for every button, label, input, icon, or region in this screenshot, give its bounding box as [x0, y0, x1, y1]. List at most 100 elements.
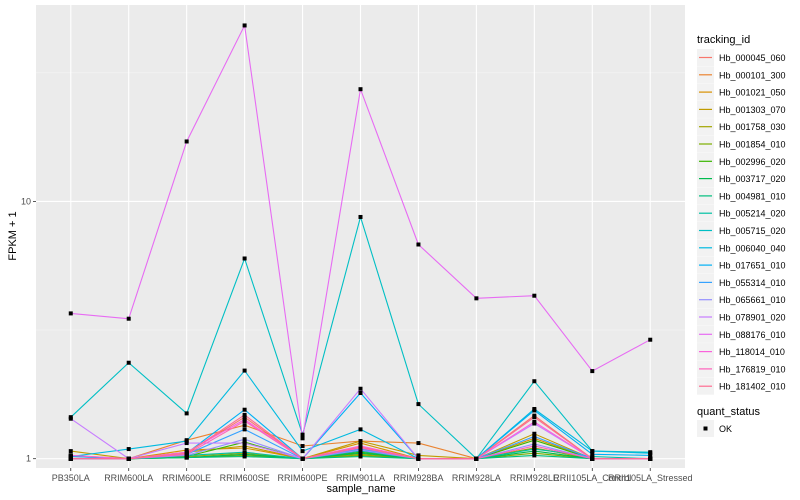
x-tick-label: PB350LA — [52, 473, 90, 483]
x-tick-label: RRIM600SE — [220, 473, 270, 483]
data-point-Hb_004981_010 — [184, 455, 189, 460]
legend-shape-item: OK — [697, 420, 732, 437]
data-point-Hb_088176_010 — [358, 87, 363, 92]
square-point-icon — [703, 426, 708, 431]
data-point-Hb_181402_010 — [300, 456, 305, 461]
legend-item: Hb_003717_020 — [697, 170, 786, 188]
legend-item: Hb_001758_030 — [697, 118, 786, 136]
data-point-Hb_078901_020 — [242, 441, 247, 446]
legend-label: Hb_065661_010 — [719, 295, 786, 305]
data-point-Hb_000101_300 — [242, 423, 247, 428]
legend-label: Hb_000045_060 — [719, 53, 786, 63]
x-axis: PB350LA RRIM600LA RRIM600LE RRIM600SE RRIM60… — [52, 468, 693, 483]
data-point-Hb_181402_010 — [590, 456, 595, 461]
data-point-Hb_001021_050 — [184, 448, 189, 453]
legend-label: Hb_017651_010 — [719, 261, 786, 271]
data-point-Hb_006040_040 — [358, 427, 363, 432]
legend-label: OK — [719, 424, 732, 434]
data-point-Hb_004981_010 — [532, 453, 537, 458]
legend-item: Hb_118014_010 — [697, 343, 785, 361]
legend-item: Hb_088176_010 — [697, 325, 786, 343]
x-tick-label: RRIM600LE — [162, 473, 211, 483]
data-point-Hb_004981_010 — [242, 454, 247, 459]
data-point-Hb_005214_020 — [590, 454, 595, 459]
legend-item: Hb_001854_010 — [697, 135, 786, 153]
legend-label: Hb_176819_010 — [719, 364, 786, 374]
data-point-Hb_003717_020 — [532, 449, 537, 454]
data-point-Hb_055314_010 — [242, 427, 247, 432]
data-point-Hb_005214_020 — [532, 447, 537, 452]
data-point-Hb_001854_010 — [532, 451, 537, 456]
legend-item: Hb_001021_050 — [697, 83, 786, 101]
legend-label: Hb_118014_010 — [719, 347, 785, 357]
legend-label: Hb_005214_020 — [719, 209, 786, 219]
legend-item: Hb_005214_020 — [697, 204, 786, 222]
data-point-Hb_078901_020 — [184, 441, 189, 446]
data-point-Hb_004981_010 — [358, 454, 363, 459]
legend-item: Hb_006040_040 — [697, 239, 786, 257]
legend-item: Hb_001303_070 — [697, 100, 786, 118]
x-tick-label: RRIM928BA — [393, 473, 443, 483]
data-point-Hb_001303_070 — [416, 453, 421, 458]
x-tick-label: RRII105LA_Control — [553, 473, 631, 483]
data-point-Hb_017651_010 — [532, 408, 537, 413]
legend-label: Hb_003717_020 — [719, 174, 786, 184]
legend-label: Hb_005715_020 — [719, 226, 786, 236]
y-tick-label: 10 — [21, 196, 31, 206]
data-point-Hb_006040_040 — [590, 449, 595, 454]
data-point-Hb_005715_020 — [126, 360, 131, 365]
data-point-Hb_181402_010 — [648, 456, 653, 461]
data-point-Hb_181402_010 — [532, 415, 537, 420]
data-point-Hb_088176_010 — [532, 293, 537, 298]
data-point-Hb_118014_010 — [68, 453, 73, 458]
legend-title-shape: quant_status — [697, 406, 760, 418]
data-point-Hb_065661_010 — [358, 448, 363, 453]
data-point-Hb_078901_020 — [68, 416, 73, 421]
legend-item: Hb_065661_010 — [697, 291, 786, 309]
data-point-Hb_005214_020 — [242, 450, 247, 455]
y-tick-label: 1 — [26, 454, 31, 464]
data-point-Hb_006040_040 — [300, 449, 305, 454]
data-point-Hb_176819_010 — [242, 419, 247, 424]
data-point-Hb_001303_070 — [532, 431, 537, 436]
x-tick-label: RRIM928LE — [510, 473, 559, 483]
legend-label: Hb_002996_020 — [719, 157, 786, 167]
data-point-Hb_055314_010 — [532, 434, 537, 439]
data-point-Hb_003717_020 — [242, 452, 247, 457]
data-point-Hb_065661_010 — [242, 437, 247, 442]
data-point-Hb_001021_050 — [242, 446, 247, 451]
data-point-Hb_001303_070 — [358, 439, 363, 444]
data-point-Hb_003717_020 — [358, 451, 363, 456]
legend-label: Hb_055314_010 — [719, 278, 786, 288]
x-tick-label: RRIM600PE — [278, 473, 328, 483]
legend-item: Hb_000045_060 — [697, 49, 786, 66]
legend-title-color: tracking_id — [697, 34, 750, 46]
data-points — [68, 23, 653, 461]
legend-label: Hb_001303_070 — [719, 105, 786, 115]
legend-item: Hb_004981_010 — [697, 187, 786, 205]
legend-label: Hb_078901_020 — [719, 313, 786, 323]
data-point-Hb_005715_020 — [184, 411, 189, 416]
data-point-Hb_006040_040 — [648, 451, 653, 456]
data-point-Hb_088176_010 — [300, 436, 305, 441]
y-axis-title: FPKM + 1 — [7, 211, 19, 260]
data-point-Hb_002996_020 — [532, 438, 537, 443]
data-point-Hb_181402_010 — [358, 445, 363, 450]
legend-item: Hb_000101_300 — [697, 66, 786, 84]
legend-label: Hb_001854_010 — [719, 140, 786, 150]
data-point-Hb_181402_010 — [416, 456, 421, 461]
data-point-Hb_006040_040 — [126, 447, 131, 452]
x-axis-title: sample_name — [326, 483, 395, 495]
data-point-Hb_088176_010 — [242, 23, 247, 28]
data-point-Hb_005715_020 — [358, 214, 363, 219]
data-point-Hb_181402_010 — [68, 456, 73, 461]
legend-label: Hb_000101_300 — [719, 70, 786, 80]
x-tick-label: RRII105LA_Stressed — [608, 473, 693, 483]
data-point-Hb_088176_010 — [68, 311, 73, 316]
legend-item: Hb_017651_010 — [697, 256, 786, 274]
data-point-Hb_017651_010 — [648, 453, 653, 458]
legend-label: Hb_001021_050 — [719, 88, 786, 98]
legend-label: Hb_006040_040 — [719, 243, 786, 253]
data-point-Hb_088176_010 — [474, 296, 479, 301]
legend-item: Hb_005715_020 — [697, 222, 786, 239]
